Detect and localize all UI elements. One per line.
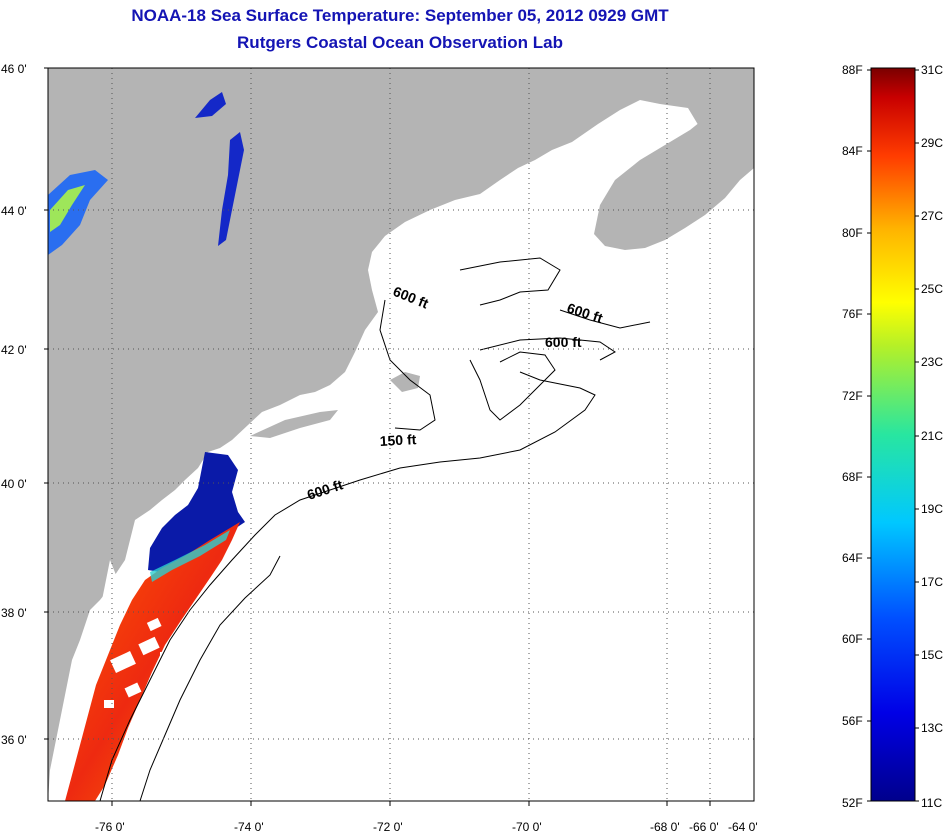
sst-cold-patch [148, 452, 245, 572]
bathymetry-contours [99, 257, 651, 801]
land-mainland [48, 68, 754, 801]
colorbar-c-label: 17C [921, 575, 943, 589]
colorbar-f-label: 60F [842, 632, 863, 646]
colorbar-c-label: 11C [921, 796, 942, 810]
map-frame [47, 67, 755, 802]
lat-label: 46 0' [1, 62, 27, 76]
lon-label: -72 0' [373, 820, 403, 834]
colorbar-c-label: 31C [921, 63, 943, 77]
lon-label: -74 0' [234, 820, 264, 834]
lat-label: 40 0' [1, 477, 27, 491]
contour-label: 150 ft [379, 431, 417, 449]
colorbar-ticks [867, 69, 919, 802]
colorbar [870, 67, 916, 802]
colorbar-f-label: 52F [842, 796, 863, 810]
land-cape-cod [390, 372, 420, 392]
lat-label: 44 0' [1, 204, 27, 218]
colorbar-c-label: 29C [921, 136, 943, 150]
map-grid [48, 68, 754, 801]
lon-label: -70 0' [512, 820, 542, 834]
map-subtitle: Rutgers Coastal Ocean Observation Lab [237, 33, 563, 52]
colorbar-f-label: 64F [842, 551, 863, 565]
lon-label: -68 0' [650, 820, 680, 834]
lon-label: -66 0' [689, 820, 719, 834]
map-title: NOAA-18 Sea Surface Temperature: Septemb… [131, 6, 669, 25]
colorbar-f-label: 76F [842, 307, 863, 321]
colorbar-c-label: 15C [921, 648, 943, 662]
lat-label: 38 0' [1, 606, 27, 620]
colorbar-c-label: 19C [921, 502, 943, 516]
land-long-island [250, 410, 338, 438]
lake-ontario [48, 170, 108, 255]
colorbar-f-label: 80F [842, 226, 863, 240]
cloud-gaps [104, 617, 170, 708]
colorbar-f-label: 88F [842, 63, 863, 77]
land-nova-scotia [594, 112, 754, 250]
lon-label: -76 0' [95, 820, 125, 834]
lat-label: 36 0' [1, 733, 27, 747]
colorbar-f-label: 84F [842, 144, 863, 158]
lake-small [195, 92, 226, 118]
colorbar-f-label: 72F [842, 389, 863, 403]
sst-edge-band [150, 530, 230, 582]
contour-label: 600 ft [545, 334, 582, 350]
colorbar-c-label: 23C [921, 355, 943, 369]
colorbar-c-label: 27C [921, 209, 943, 223]
colorbar-c-label: 25C [921, 282, 943, 296]
colorbar-c-label: 21C [921, 429, 943, 443]
colorbar-c-label: 13C [921, 721, 943, 735]
map-ticks [44, 67, 711, 806]
lon-label: -64 0' [728, 820, 758, 834]
lake-ontario-warm [50, 185, 85, 232]
chesapeake-bay [80, 560, 118, 720]
colorbar-f-label: 56F [842, 714, 863, 728]
sst-warm-swath [65, 522, 240, 801]
colorbar-f-label: 68F [842, 470, 863, 484]
lake-champlain [218, 132, 244, 246]
lat-label: 42 0' [1, 343, 27, 357]
